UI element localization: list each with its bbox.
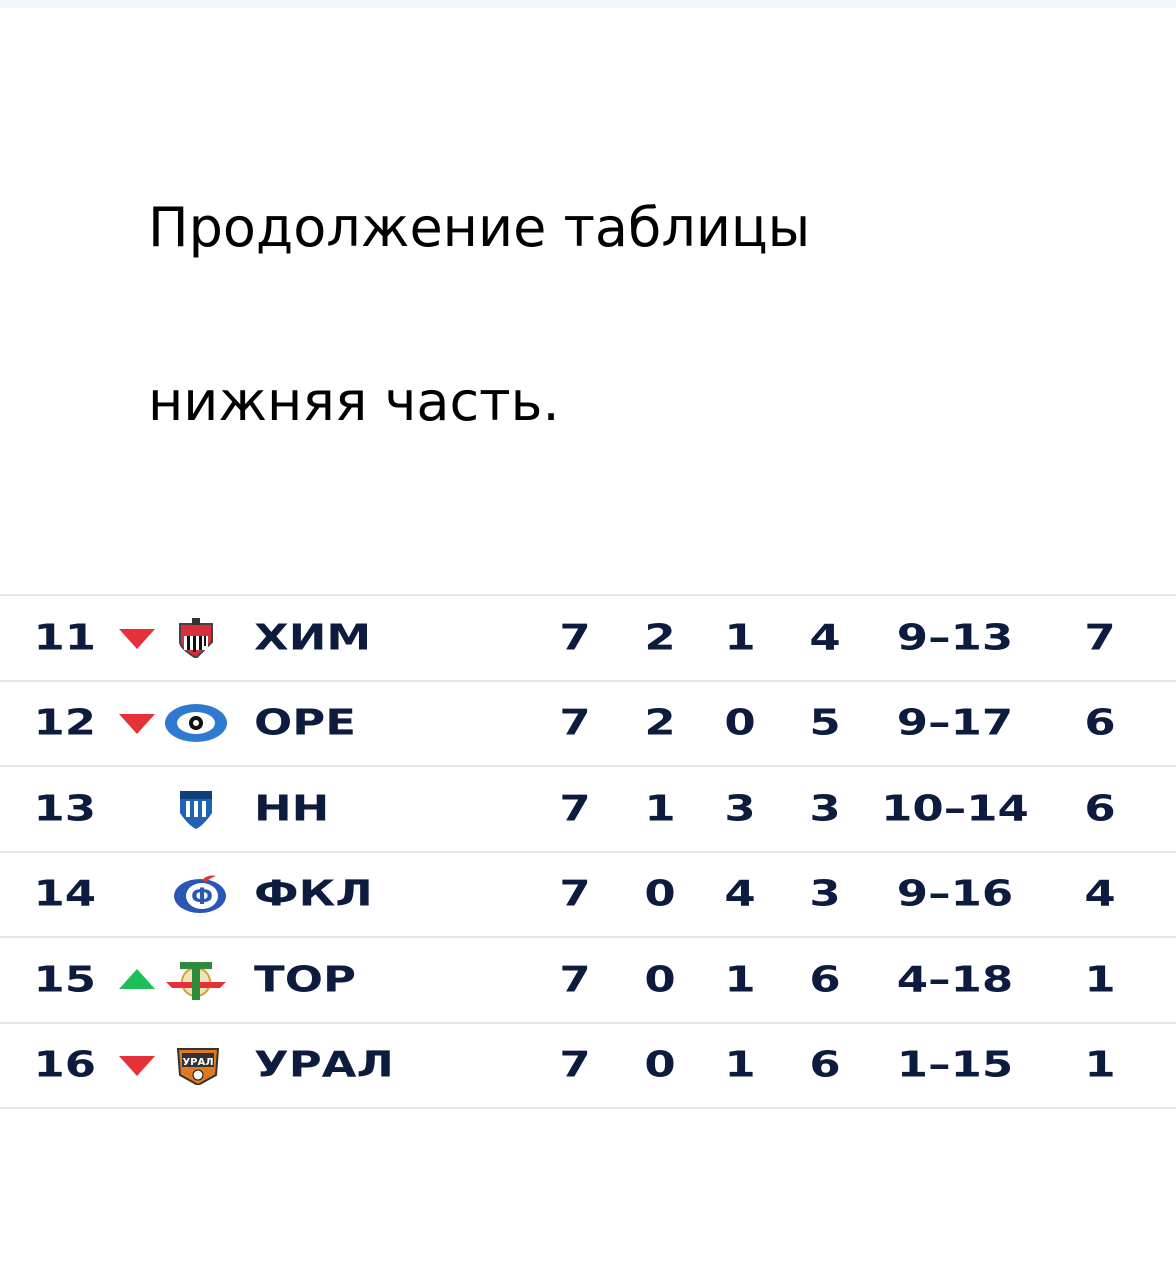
goals-value: 9–17 <box>896 702 1014 744</box>
points-value: 4 <box>1084 873 1116 915</box>
orenburg-crest-icon <box>164 703 228 743</box>
fakel-crest-icon: Ф <box>172 874 226 914</box>
ural-crest-icon: УРАЛ <box>172 1045 220 1087</box>
won-value: 0 <box>644 959 676 1001</box>
rank: 16 <box>33 1044 96 1086</box>
won-value: 2 <box>644 617 676 659</box>
drawn-value: 1 <box>724 1044 756 1086</box>
points-value: 7 <box>1084 617 1116 659</box>
played-value: 7 <box>559 873 591 915</box>
table-row: 11 ХИМ 7 2 1 4 9–13 7 <box>0 596 1176 682</box>
played-value: 7 <box>559 959 591 1001</box>
points-value: 6 <box>1084 702 1116 744</box>
lost-value: 6 <box>809 1044 841 1086</box>
heading-line-1: Продолжение таблицы <box>148 196 811 259</box>
won-value: 1 <box>644 788 676 830</box>
played-value: 7 <box>559 788 591 830</box>
rank: 13 <box>33 788 96 830</box>
drawn-value: 3 <box>724 788 756 830</box>
drawn-value: 4 <box>724 873 756 915</box>
points-value: 1 <box>1084 959 1116 1001</box>
points-value: 1 <box>1084 1044 1116 1086</box>
svg-text:УРАЛ: УРАЛ <box>182 1057 213 1068</box>
pari-nn-crest-icon <box>172 789 220 829</box>
team-name[interactable]: ОРЕ <box>254 702 356 744</box>
won-value: 2 <box>644 702 676 744</box>
team-name[interactable]: ТОР <box>254 959 356 1001</box>
khimki-crest-icon <box>172 617 220 660</box>
heading-line-2: нижняя часть. <box>148 370 560 433</box>
trend-down-icon <box>119 628 155 649</box>
rank: 15 <box>33 959 96 1001</box>
top-strip <box>0 0 1176 8</box>
team-name[interactable]: ФКЛ <box>254 873 373 915</box>
lost-value: 5 <box>809 702 841 744</box>
team-name[interactable]: УРАЛ <box>254 1044 394 1086</box>
rank: 14 <box>33 873 96 915</box>
goals-value: 4–18 <box>896 959 1014 1001</box>
lost-value: 3 <box>809 788 841 830</box>
goals-value: 9–13 <box>896 617 1014 659</box>
team-name[interactable]: НН <box>254 788 330 830</box>
drawn-value: 0 <box>724 702 756 744</box>
lost-value: 6 <box>809 959 841 1001</box>
goals-value: 9–16 <box>896 873 1014 915</box>
rank: 12 <box>33 702 96 744</box>
table-row: 13 НН 7 1 3 3 10–14 6 <box>0 767 1176 853</box>
won-value: 0 <box>644 873 676 915</box>
table-row: 15 ТОР 7 0 1 6 4–18 1 <box>0 938 1176 1024</box>
goals-value: 10–14 <box>881 788 1029 830</box>
table-row: 16 УРАЛ УРАЛ 7 0 1 6 1–15 1 <box>0 1024 1176 1109</box>
drawn-value: 1 <box>724 959 756 1001</box>
trend-down-icon <box>119 714 155 735</box>
torpedo-crest-icon <box>164 960 228 1000</box>
standings-table: 11 ХИМ 7 2 1 4 9–13 7 12 ОРЕ 7 2 0 5 9–17 6 13 НН 7 1 3 3 10–1… <box>0 594 1176 1109</box>
played-value: 7 <box>559 1044 591 1086</box>
table-row: 12 ОРЕ 7 2 0 5 9–17 6 <box>0 682 1176 767</box>
team-name[interactable]: ХИМ <box>254 617 372 659</box>
lost-value: 3 <box>809 873 841 915</box>
goals-value: 1–15 <box>896 1044 1014 1086</box>
points-value: 6 <box>1084 788 1116 830</box>
rank: 11 <box>33 617 96 659</box>
drawn-value: 1 <box>724 617 756 659</box>
trend-up-icon <box>119 968 155 989</box>
lost-value: 4 <box>809 617 841 659</box>
svg-text:Ф: Ф <box>191 885 213 910</box>
table-row: 14 Ф ФКЛ 7 0 4 3 9–16 4 <box>0 853 1176 938</box>
trend-down-icon <box>119 1056 155 1077</box>
played-value: 7 <box>559 702 591 744</box>
won-value: 0 <box>644 1044 676 1086</box>
played-value: 7 <box>559 617 591 659</box>
